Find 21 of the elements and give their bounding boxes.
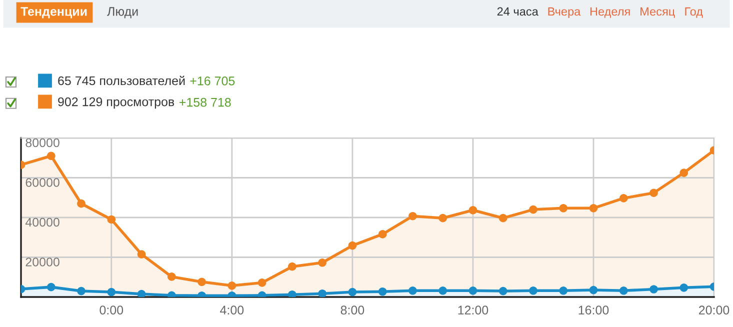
- y-tick-label: 20000: [26, 258, 60, 266]
- x-tick-label: 0:00: [100, 306, 124, 315]
- legend-label: 65 745 пользователей: [58, 76, 185, 86]
- y-tick-label: 80000: [26, 138, 60, 148]
- text: Люди: [107, 7, 138, 18]
- x-tick-label: 12:00: [458, 306, 488, 315]
- x-tick-label: 20:00: [698, 306, 730, 315]
- text: Вчера: [548, 7, 581, 18]
- text: +158 718: [179, 98, 231, 107]
- x-tick-label: 4:00: [220, 306, 244, 315]
- x-tick-label: 8:00: [340, 306, 364, 315]
- x-tick-label: 16:00: [578, 306, 609, 315]
- y-tick-label: 40000: [25, 218, 60, 227]
- legend-label: 902 129 просмотров: [58, 97, 174, 109]
- text: Неделя: [590, 7, 630, 18]
- text: Тенденции: [20, 7, 87, 18]
- text: 24 часа: [497, 7, 538, 16]
- text: Год: [685, 7, 703, 18]
- text: Месяц: [640, 7, 675, 18]
- y-tick-label: 60000: [26, 178, 60, 187]
- text: +16 705: [190, 76, 235, 86]
